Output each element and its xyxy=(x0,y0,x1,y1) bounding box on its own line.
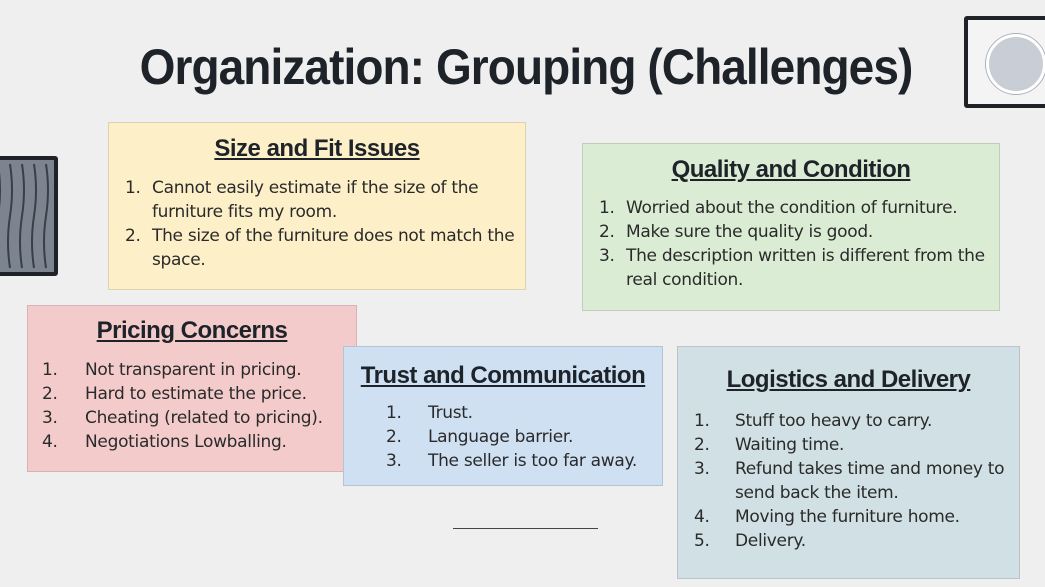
size-and-fit-card: Size and Fit Issues 1. Cannot easily esti… xyxy=(108,122,526,290)
item-number: 1. xyxy=(386,403,402,423)
item-number: 2. xyxy=(42,384,58,404)
item-text: The size of the furniture does not match… xyxy=(152,226,515,270)
issue-list: 1. Not transparent in pricing. 2. Hard to e… xyxy=(28,358,356,454)
item-number: 4. xyxy=(42,432,58,452)
list-item: 3. Refund takes time and money to send ba… xyxy=(678,457,1019,505)
issue-list: 1. Stuff too heavy to carry. 2. Waiting tim… xyxy=(678,409,1019,553)
list-item: 1. Trust. xyxy=(344,401,662,425)
list-item: 2. Language barrier. xyxy=(344,425,662,449)
item-text: The seller is too far away. xyxy=(428,451,637,471)
list-item: 2. Make sure the quality is good. xyxy=(583,220,999,244)
item-number: 2. xyxy=(694,435,710,455)
item-text: Refund takes time and money to send back… xyxy=(735,459,1005,503)
trust-and-communication-card: Trust and Communication 1. Trust. 2. Langua… xyxy=(343,346,663,486)
item-text: Stuff too heavy to carry. xyxy=(735,411,933,431)
item-number: 3. xyxy=(386,451,402,471)
item-text: Not transparent in pricing. xyxy=(85,360,302,380)
list-item: 1. Not transparent in pricing. xyxy=(28,358,356,382)
list-item: 4. Negotiations Lowballing. xyxy=(28,430,356,454)
card-heading: Logistics and Delivery xyxy=(726,366,971,393)
logistics-and-delivery-card: Logistics and Delivery 1. Stuff too heavy… xyxy=(677,346,1020,579)
slide-title: Organization: Grouping (Challenges) xyxy=(139,39,914,95)
card-heading: Trust and Communication xyxy=(360,362,646,389)
list-item: 1. Stuff too heavy to carry. xyxy=(678,409,1019,433)
round-mirror-frame-icon xyxy=(964,16,1045,108)
item-number: 2. xyxy=(386,427,402,447)
list-item: 4. Moving the furniture home. xyxy=(678,505,1019,529)
item-text: Language barrier. xyxy=(428,427,574,447)
item-text: Hard to estimate the price. xyxy=(85,384,307,404)
card-heading: Size and Fit Issues xyxy=(214,135,420,162)
item-number: 1. xyxy=(125,178,141,198)
mirror-circle xyxy=(986,34,1045,94)
item-number: 3. xyxy=(599,246,615,266)
issue-list: 1. Trust. 2. Language barrier. 3. The seller … xyxy=(344,401,662,473)
item-text: Cannot easily estimate if the size of th… xyxy=(152,178,479,222)
list-item: 1. Worried about the condition of furnitu… xyxy=(583,196,999,220)
item-number: 3. xyxy=(42,408,58,428)
quality-and-condition-card: Quality and Condition 1. Worried about th… xyxy=(582,143,1000,311)
list-item: 3. The seller is too far away. xyxy=(344,449,662,473)
item-text: Waiting time. xyxy=(735,435,845,455)
list-item: 2. Hard to estimate the price. xyxy=(28,382,356,406)
item-text: Trust. xyxy=(428,403,473,423)
card-heading: Pricing Concerns xyxy=(96,317,288,344)
item-text: Worried about the condition of furniture… xyxy=(626,198,958,218)
list-item: 2. The size of the furniture does not mat… xyxy=(109,224,517,272)
item-number: 3. xyxy=(694,459,710,479)
issue-list: 1. Worried about the condition of furnitu… xyxy=(583,196,999,292)
item-number: 1. xyxy=(694,411,710,431)
item-text: Cheating (related to pricing). xyxy=(85,408,323,428)
striped-picture-frame-icon xyxy=(0,156,58,276)
list-item: 2. Waiting time. xyxy=(678,433,1019,457)
list-item: 3. The description written is different f… xyxy=(583,244,999,292)
list-item: 5. Delivery. xyxy=(678,529,1019,553)
item-number: 2. xyxy=(599,222,615,242)
item-text: Moving the furniture home. xyxy=(735,507,960,527)
item-text: Negotiations Lowballing. xyxy=(85,432,287,452)
card-heading: Quality and Condition xyxy=(671,156,911,183)
item-number: 5. xyxy=(694,531,710,551)
item-text: Delivery. xyxy=(735,531,806,551)
item-number: 4. xyxy=(694,507,710,527)
item-number: 1. xyxy=(42,360,58,380)
list-item: 3. Cheating (related to pricing). xyxy=(28,406,356,430)
item-text: Make sure the quality is good. xyxy=(626,222,873,242)
divider-line xyxy=(453,528,598,529)
item-number: 1. xyxy=(599,198,615,218)
list-item: 1. Cannot easily estimate if the size of … xyxy=(109,176,517,224)
pricing-concerns-card: Pricing Concerns 1. Not transparent in pr… xyxy=(27,305,357,472)
item-text: The description written is different fro… xyxy=(626,246,985,290)
issue-list: 1. Cannot easily estimate if the size of … xyxy=(109,176,525,272)
item-number: 2. xyxy=(125,226,141,246)
